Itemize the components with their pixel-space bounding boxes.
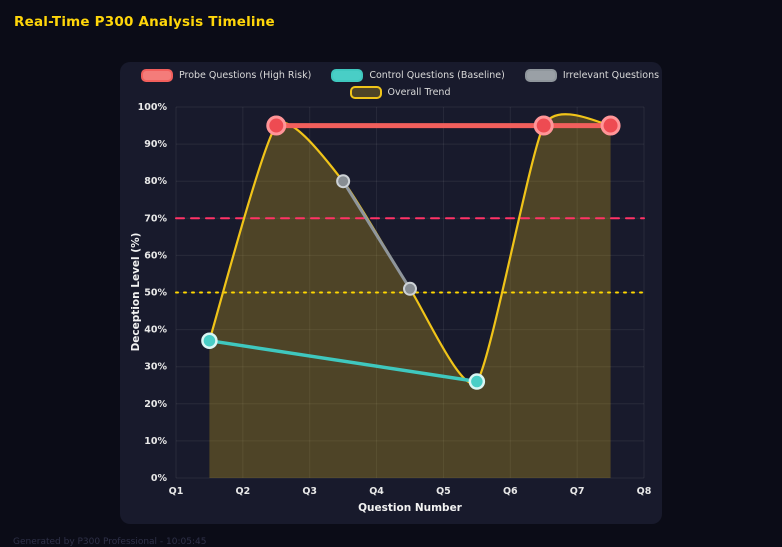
data-point-irrelevant[interactable] bbox=[403, 281, 417, 296]
y-tick-label: 50% bbox=[144, 288, 167, 299]
y-tick-label: 60% bbox=[144, 250, 167, 261]
control-swatch-icon bbox=[331, 69, 364, 82]
legend-item-irrelevant[interactable]: Irrelevant Questions bbox=[524, 69, 660, 82]
data-point-probe[interactable] bbox=[266, 115, 287, 136]
legend-label: Probe Questions (High Risk) bbox=[178, 70, 312, 81]
legend-row: Overall Trend bbox=[349, 86, 451, 99]
y-tick-label: 100% bbox=[138, 102, 168, 113]
x-axis-title: Question Number bbox=[358, 502, 462, 514]
legend-label: Overall Trend bbox=[387, 87, 451, 98]
x-tick-label: Q8 bbox=[637, 486, 652, 497]
data-point-irrelevant[interactable] bbox=[336, 174, 351, 189]
x-tick-label: Q7 bbox=[570, 486, 585, 497]
irrelevant-swatch-icon bbox=[524, 69, 557, 82]
legend-item-control[interactable]: Control Questions (Baseline) bbox=[331, 69, 505, 82]
series-line-control bbox=[207, 338, 479, 384]
data-point-control[interactable] bbox=[201, 332, 218, 349]
y-tick-label: 10% bbox=[144, 436, 167, 447]
timeline-chart[interactable]: Q1 Q2 Q3 Q4 Q5 Q6 Q7 Q8 0% 10% 20% 30% 40% 50% 60% 70% 8… bbox=[120, 62, 662, 524]
overall-swatch-icon bbox=[349, 86, 382, 99]
page-title: Real-Time P300 Analysis Timeline bbox=[14, 14, 275, 30]
x-tick-label: Q6 bbox=[503, 486, 518, 497]
series-line-irrelevant bbox=[341, 179, 412, 291]
footer-credit: Generated by P300 Professional - 10:05:4… bbox=[13, 537, 207, 547]
data-point-control[interactable] bbox=[468, 373, 486, 390]
chart-panel: Probe Questions (High Risk) Control Quest… bbox=[120, 62, 662, 524]
legend-label: Control Questions (Baseline) bbox=[369, 70, 505, 81]
legend-label: Irrelevant Questions bbox=[562, 70, 660, 81]
y-tick-label: 30% bbox=[144, 362, 167, 373]
data-point-probe[interactable] bbox=[600, 115, 621, 136]
legend-row: Probe Questions (High Risk) Control Quest… bbox=[140, 69, 660, 82]
probe-swatch-icon bbox=[140, 69, 173, 82]
y-tick-label: 90% bbox=[144, 139, 167, 150]
y-tick-label: 20% bbox=[144, 399, 167, 410]
x-tick-label: Q4 bbox=[369, 486, 384, 497]
y-axis-title: Deception Level (%) bbox=[130, 232, 142, 352]
x-tick-label: Q1 bbox=[169, 486, 184, 497]
legend-item-overall[interactable]: Overall Trend bbox=[349, 86, 451, 99]
y-tick-label: 70% bbox=[144, 213, 167, 224]
y-tick-label: 0% bbox=[151, 473, 168, 484]
data-point-probe[interactable] bbox=[533, 115, 554, 136]
x-tick-label: Q5 bbox=[436, 486, 451, 497]
x-tick-label: Q2 bbox=[236, 486, 251, 497]
chart-legend: Probe Questions (High Risk) Control Quest… bbox=[140, 69, 659, 99]
y-tick-label: 40% bbox=[144, 325, 167, 336]
legend-item-probe[interactable]: Probe Questions (High Risk) bbox=[140, 69, 312, 82]
trend-area bbox=[209, 114, 611, 478]
x-tick-label: Q3 bbox=[302, 486, 317, 497]
y-tick-label: 80% bbox=[144, 176, 167, 187]
